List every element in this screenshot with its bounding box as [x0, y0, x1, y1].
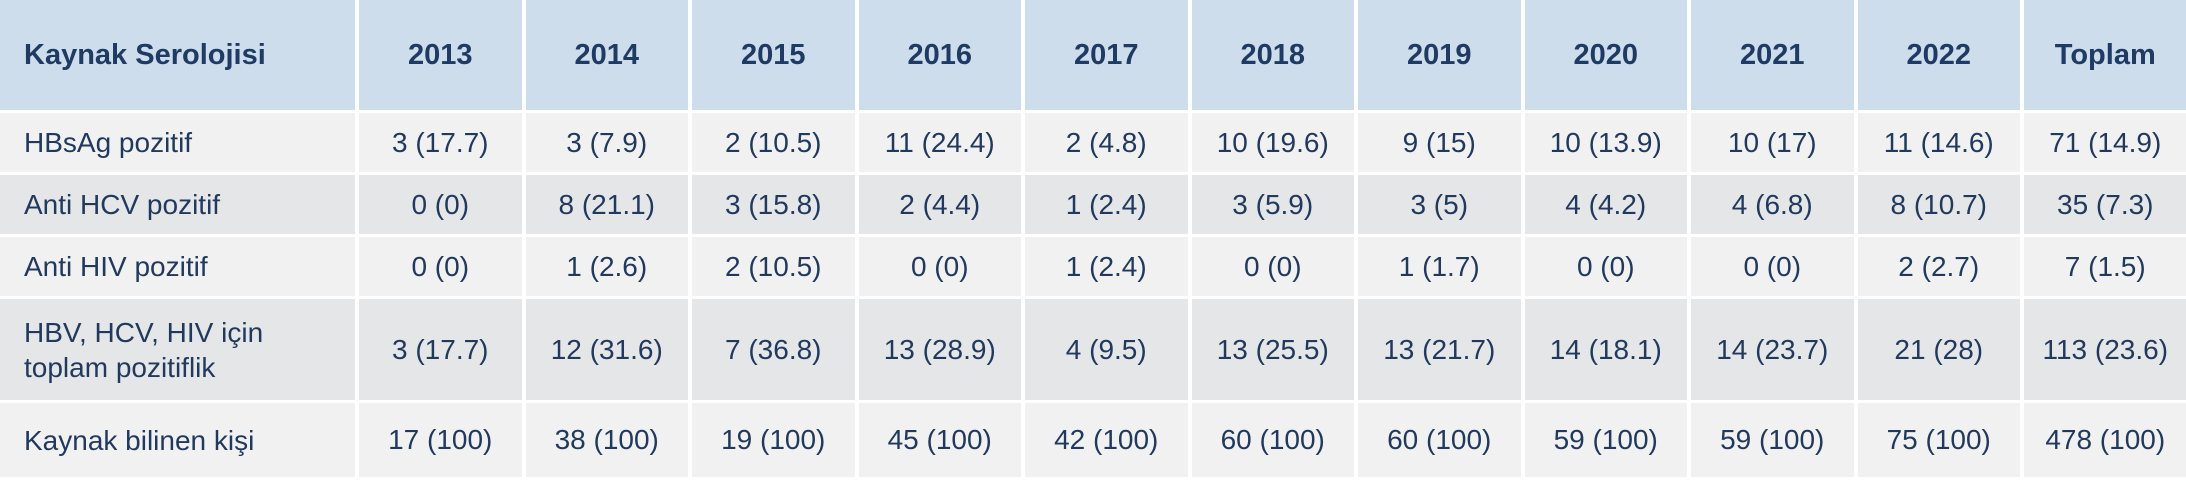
- table-cell: 4 (6.8): [1691, 175, 1854, 234]
- table-cell: 21 (28): [1857, 299, 2020, 400]
- table-cell: 8 (21.1): [525, 175, 688, 234]
- table-cell: 4 (4.2): [1524, 175, 1687, 234]
- column-header-2015: 2015: [692, 0, 855, 110]
- table-cell: 11 (24.4): [858, 113, 1021, 172]
- table-cell: 14 (23.7): [1691, 299, 1854, 400]
- row-label: Kaynak bilinen kişi: [0, 403, 355, 477]
- table-cell: 13 (28.9): [858, 299, 1021, 400]
- table-cell: 2 (4.8): [1025, 113, 1188, 172]
- table-cell: 10 (13.9): [1524, 113, 1687, 172]
- column-header-2019: 2019: [1358, 0, 1521, 110]
- table-cell: 11 (14.6): [1857, 113, 2020, 172]
- table-cell: 38 (100): [525, 403, 688, 477]
- table-cell: 71 (14.9): [2024, 113, 2186, 172]
- table-cell: 14 (18.1): [1524, 299, 1687, 400]
- table-row-total-positivity: HBV, HCV, HIV için toplam pozitiflik 3 (…: [0, 299, 2186, 400]
- table-cell: 2 (2.7): [1857, 237, 2020, 296]
- table-cell: 0 (0): [359, 175, 522, 234]
- table-cell: 19 (100): [692, 403, 855, 477]
- table-cell: 3 (17.7): [359, 113, 522, 172]
- table-cell: 35 (7.3): [2024, 175, 2186, 234]
- table-cell: 42 (100): [1025, 403, 1188, 477]
- row-label: HBsAg pozitif: [0, 113, 355, 172]
- table-cell: 60 (100): [1191, 403, 1354, 477]
- table-cell: 0 (0): [1191, 237, 1354, 296]
- table-cell: 3 (5): [1358, 175, 1521, 234]
- table-cell: 7 (1.5): [2024, 237, 2186, 296]
- row-label: Anti HIV pozitif: [0, 237, 355, 296]
- table-cell: 3 (7.9): [525, 113, 688, 172]
- serology-table: Kaynak Serolojisi 2013 2014 2015 2016 20…: [0, 0, 2186, 477]
- column-header-2018: 2018: [1191, 0, 1354, 110]
- column-header-2020: 2020: [1524, 0, 1687, 110]
- table-cell: 1 (2.4): [1025, 237, 1188, 296]
- column-header-2022: 2022: [1857, 0, 2020, 110]
- row-label: HBV, HCV, HIV için toplam pozitiflik: [0, 299, 355, 400]
- table-cell: 13 (25.5): [1191, 299, 1354, 400]
- table-cell: 7 (36.8): [692, 299, 855, 400]
- table-cell: 3 (15.8): [692, 175, 855, 234]
- table-cell: 0 (0): [359, 237, 522, 296]
- table-cell: 12 (31.6): [525, 299, 688, 400]
- table-row-anti-hiv: Anti HIV pozitif 0 (0) 1 (2.6) 2 (10.5) …: [0, 237, 2186, 296]
- table-cell: 1 (2.6): [525, 237, 688, 296]
- table-cell: 75 (100): [1857, 403, 2020, 477]
- table-cell: 10 (17): [1691, 113, 1854, 172]
- table-cell: 2 (4.4): [858, 175, 1021, 234]
- row-label: Anti HCV pozitif: [0, 175, 355, 234]
- column-header-2021: 2021: [1691, 0, 1854, 110]
- table-cell: 2 (10.5): [692, 237, 855, 296]
- table-cell: 1 (1.7): [1358, 237, 1521, 296]
- table-cell: 0 (0): [1524, 237, 1687, 296]
- table-cell: 60 (100): [1358, 403, 1521, 477]
- table-cell: 59 (100): [1691, 403, 1854, 477]
- table-cell: 0 (0): [858, 237, 1021, 296]
- column-header-2017: 2017: [1025, 0, 1188, 110]
- table-row-anti-hcv: Anti HCV pozitif 0 (0) 8 (21.1) 3 (15.8)…: [0, 175, 2186, 234]
- table-cell: 13 (21.7): [1358, 299, 1521, 400]
- table-cell: 45 (100): [858, 403, 1021, 477]
- table-cell: 17 (100): [359, 403, 522, 477]
- table-row-known-source: Kaynak bilinen kişi 17 (100) 38 (100) 19…: [0, 403, 2186, 477]
- column-header-label: Kaynak Serolojisi: [0, 0, 355, 110]
- table-cell: 0 (0): [1691, 237, 1854, 296]
- table-cell: 478 (100): [2024, 403, 2186, 477]
- column-header-2014: 2014: [525, 0, 688, 110]
- table-cell: 59 (100): [1524, 403, 1687, 477]
- header-row: Kaynak Serolojisi 2013 2014 2015 2016 20…: [0, 0, 2186, 110]
- table-cell: 8 (10.7): [1857, 175, 2020, 234]
- table-cell: 2 (10.5): [692, 113, 855, 172]
- column-header-2013: 2013: [359, 0, 522, 110]
- table-cell: 10 (19.6): [1191, 113, 1354, 172]
- table-cell: 3 (5.9): [1191, 175, 1354, 234]
- column-header-toplam: Toplam: [2024, 0, 2186, 110]
- table-row-hbsag: HBsAg pozitif 3 (17.7) 3 (7.9) 2 (10.5) …: [0, 113, 2186, 172]
- table-cell: 1 (2.4): [1025, 175, 1188, 234]
- column-header-2016: 2016: [858, 0, 1021, 110]
- table-cell: 4 (9.5): [1025, 299, 1188, 400]
- table-cell: 113 (23.6): [2024, 299, 2186, 400]
- table-cell: 9 (15): [1358, 113, 1521, 172]
- table-cell: 3 (17.7): [359, 299, 522, 400]
